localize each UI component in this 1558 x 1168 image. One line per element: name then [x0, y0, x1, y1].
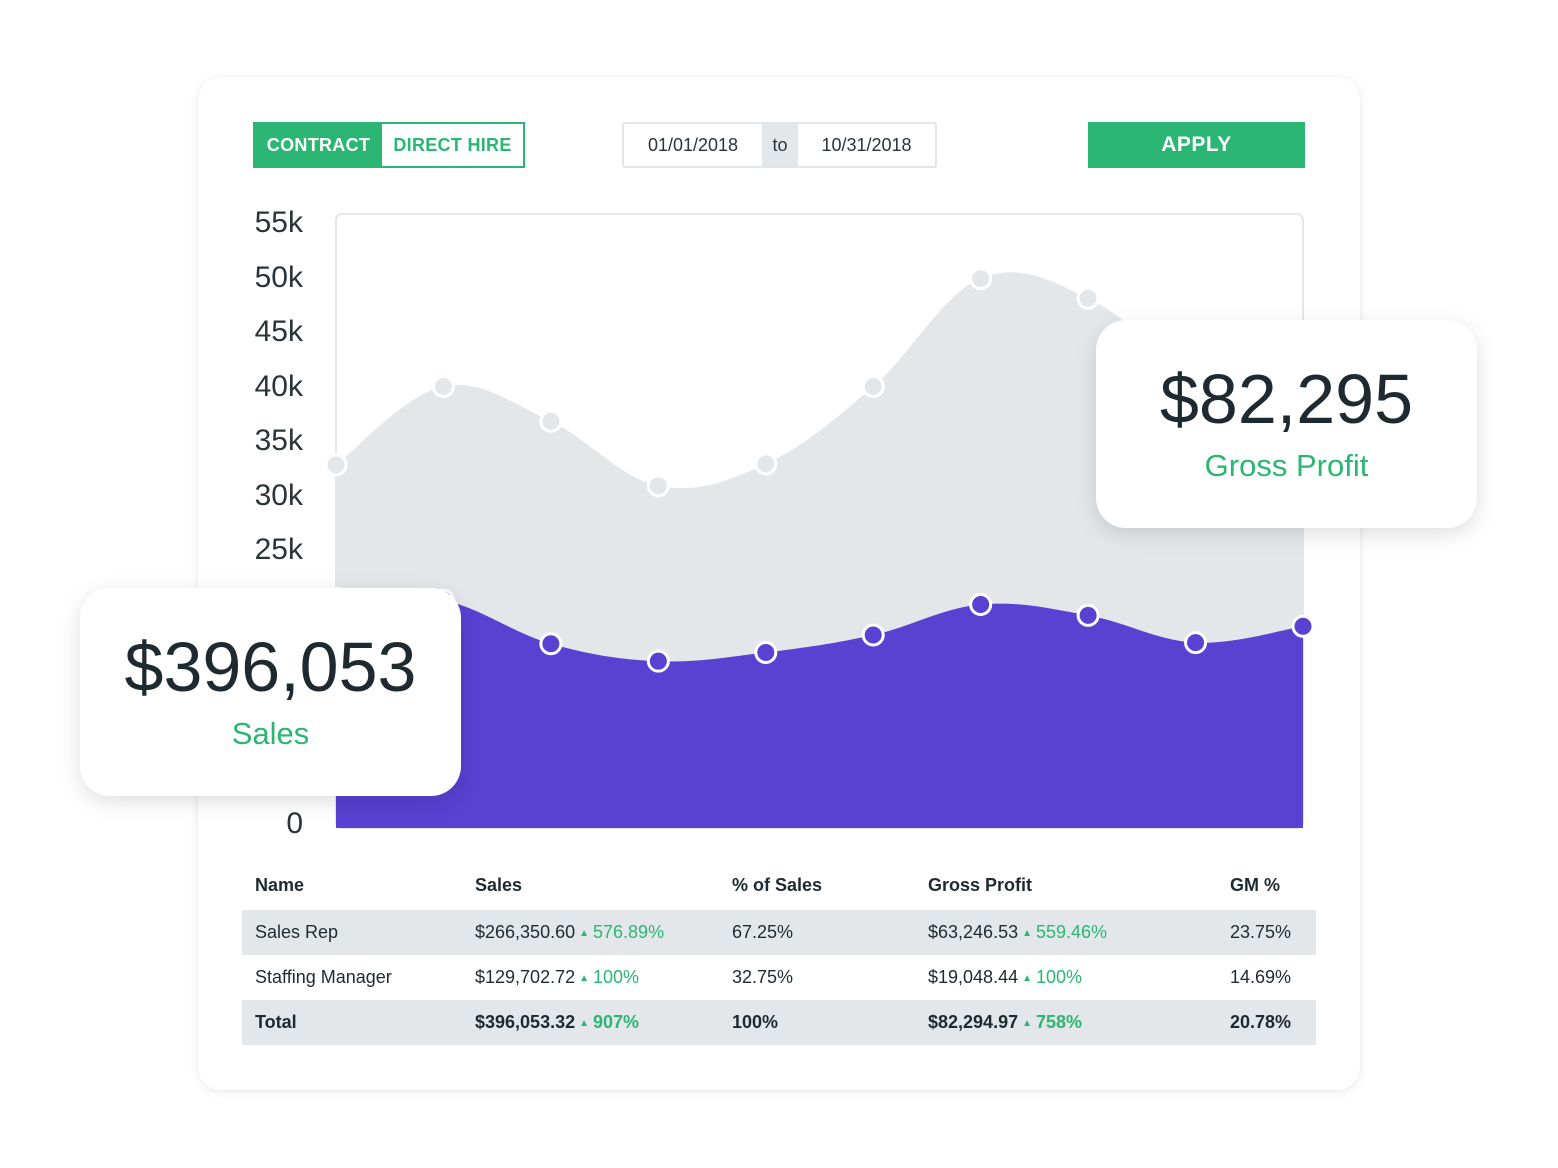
sales-value: $266,350.60	[475, 922, 576, 942]
header-pct-sales: % of Sales	[732, 874, 823, 895]
cell-name: Total	[242, 1000, 475, 1045]
cell-name: Staffing Manager	[255, 967, 392, 987]
date-from-input[interactable]: 01/01/2018	[624, 124, 762, 166]
cell-sales: $266,350.60 ▲ 576.89%	[475, 910, 732, 955]
cell-gm-pct: 14.69%	[1230, 967, 1292, 987]
table-total-row: Total $396,053.32 ▲ 907% 100% $82,294.97 ▲ 7…	[242, 1000, 1316, 1045]
cell-pct-sales: 67.25%	[732, 910, 928, 955]
cell-name: Sales Rep	[242, 910, 475, 955]
cell-sales: $396,053.32 ▲ 907%	[475, 1000, 732, 1045]
apply-button[interactable]: APPLY	[1088, 122, 1305, 168]
sales-change: 576.89%	[593, 922, 665, 942]
gross-profit-change: 559.46%	[1036, 922, 1108, 942]
sales-change: 907%	[593, 1012, 640, 1032]
gross-profit-point[interactable]	[969, 267, 993, 291]
gross-profit-change: 758%	[1036, 1012, 1083, 1032]
gross-profit-value: $63,246.53	[928, 922, 1019, 942]
y-tick-label: 25k	[254, 533, 303, 566]
gross-profit-total-value: $82,295	[1159, 360, 1414, 438]
y-tick-label: 35k	[254, 424, 303, 457]
gross-profit-point[interactable]	[754, 452, 778, 476]
toggle-direct-hire[interactable]: DIRECT HIRE	[382, 124, 523, 166]
sales-point[interactable]	[861, 623, 885, 647]
sales-point[interactable]	[539, 632, 563, 656]
gross-profit-point[interactable]	[646, 474, 670, 498]
gross-profit-point[interactable]	[539, 409, 563, 433]
date-separator: to	[762, 124, 798, 166]
sales-total-label: Sales	[231, 716, 310, 751]
header-name: Name	[255, 874, 305, 895]
cell-gm-pct: 20.78%	[1230, 1000, 1316, 1045]
cell-sales: $129,702.72 ▲ 100%	[475, 955, 732, 1000]
sales-point[interactable]	[1291, 614, 1315, 638]
y-tick-label: 30k	[254, 478, 303, 512]
up-arrow-icon: ▲	[1022, 1018, 1032, 1029]
sales-summary-card: $396,053 Sales	[80, 588, 461, 796]
sales-point[interactable]	[1076, 603, 1100, 627]
sales-point[interactable]	[969, 593, 993, 616]
up-arrow-icon: ▲	[579, 1018, 590, 1029]
cell-pct-sales: 100%	[732, 1000, 928, 1045]
y-tick-label: 50k	[254, 260, 303, 294]
sales-point[interactable]	[1184, 631, 1208, 655]
sales-total-value: $396,053	[124, 628, 417, 706]
table-header-row: Name Sales % of Sales Gross Profit GM %	[242, 860, 1316, 910]
toggle-contract[interactable]: CONTRACT	[255, 124, 382, 166]
gross-profit-point[interactable]	[324, 453, 348, 477]
y-tick-label: 0	[286, 807, 303, 840]
up-arrow-icon: ▲	[1022, 928, 1032, 939]
header-gross-profit: Gross Profit	[928, 874, 1033, 895]
sales-change: 100%	[593, 967, 640, 987]
date-range-picker: 01/01/2018 to 10/31/2018	[622, 122, 937, 168]
cell-gross-profit: $63,246.53 ▲ 559.46%	[928, 910, 1230, 955]
cell-gm-pct: 23.75%	[1230, 910, 1316, 955]
header-gm-pct: GM %	[1230, 874, 1281, 895]
y-tick-label: 55k	[254, 206, 303, 239]
up-arrow-icon: ▲	[579, 928, 590, 939]
gross-profit-point[interactable]	[1076, 286, 1100, 310]
sales-value: $396,053.32	[475, 1012, 576, 1032]
gross-profit-total-label: Gross Profit	[1204, 448, 1369, 483]
date-to-input[interactable]: 10/31/2018	[798, 124, 935, 166]
y-tick-label: 45k	[254, 315, 303, 348]
cell-gross-profit: $82,294.97 ▲ 758%	[928, 1000, 1230, 1045]
cell-pct-sales: 32.75%	[732, 967, 794, 987]
y-tick-label: 40k	[254, 369, 303, 403]
gross-profit-change: 100%	[1036, 967, 1083, 987]
gross-profit-value: $19,048.44	[928, 967, 1019, 987]
sales-value: $129,702.72	[475, 967, 576, 987]
gross-profit-summary-card: $82,295 Gross Profit	[1096, 320, 1477, 528]
table-row: Sales Rep $266,350.60 ▲ 576.89% 67.25% $63…	[242, 910, 1316, 955]
up-arrow-icon: ▲	[579, 973, 590, 984]
header-sales: Sales	[475, 874, 523, 895]
cell-gross-profit: $19,048.44 ▲ 100%	[928, 955, 1230, 1000]
sales-point[interactable]	[754, 640, 778, 664]
hire-type-toggle[interactable]: CONTRACT DIRECT HIRE	[253, 122, 525, 168]
up-arrow-icon: ▲	[1022, 973, 1032, 984]
summary-table: Name Sales % of Sales Gross Profit GM % …	[242, 860, 1316, 1045]
gross-profit-point[interactable]	[861, 375, 885, 398]
gross-profit-point[interactable]	[431, 375, 455, 398]
table-row: Staffing Manager $129,702.72 ▲ 100% 32.75%…	[242, 955, 1316, 1000]
sales-point[interactable]	[646, 649, 670, 673]
gross-profit-value: $82,294.97	[928, 1012, 1019, 1032]
